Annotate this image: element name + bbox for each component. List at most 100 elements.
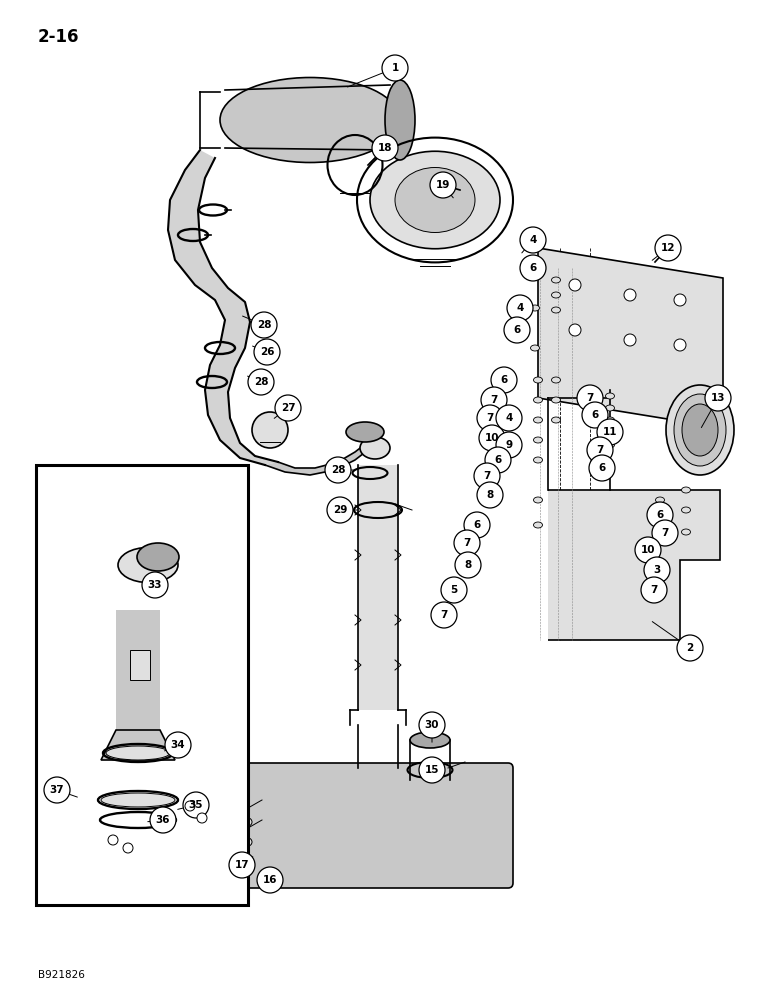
Ellipse shape xyxy=(682,529,690,535)
Ellipse shape xyxy=(530,305,540,311)
Circle shape xyxy=(641,577,667,603)
Circle shape xyxy=(496,405,522,431)
Circle shape xyxy=(520,227,546,253)
Circle shape xyxy=(142,572,168,598)
Circle shape xyxy=(325,457,351,483)
Circle shape xyxy=(229,852,255,878)
Ellipse shape xyxy=(533,417,543,423)
Circle shape xyxy=(491,367,517,393)
Circle shape xyxy=(275,395,301,421)
Polygon shape xyxy=(168,150,278,465)
Circle shape xyxy=(372,135,398,161)
Text: 28: 28 xyxy=(257,320,271,330)
Circle shape xyxy=(674,339,686,351)
Circle shape xyxy=(430,172,456,198)
Circle shape xyxy=(382,55,408,81)
Circle shape xyxy=(597,419,623,445)
Ellipse shape xyxy=(360,437,390,459)
Text: 6: 6 xyxy=(656,510,664,520)
Ellipse shape xyxy=(385,80,415,160)
Text: 37: 37 xyxy=(49,785,64,795)
Circle shape xyxy=(504,317,530,343)
Text: 34: 34 xyxy=(171,740,185,750)
Text: 30: 30 xyxy=(425,720,439,730)
Circle shape xyxy=(705,385,731,411)
Circle shape xyxy=(674,294,686,306)
Text: 28: 28 xyxy=(254,377,268,387)
Text: B921826: B921826 xyxy=(38,970,85,980)
Circle shape xyxy=(477,405,503,431)
Ellipse shape xyxy=(605,393,615,399)
Text: 1: 1 xyxy=(391,63,398,73)
Circle shape xyxy=(496,432,522,458)
Ellipse shape xyxy=(551,417,560,423)
Text: 13: 13 xyxy=(711,393,725,403)
Ellipse shape xyxy=(666,385,734,475)
Circle shape xyxy=(507,295,533,321)
Ellipse shape xyxy=(346,422,384,442)
Text: 6: 6 xyxy=(494,455,502,465)
Ellipse shape xyxy=(533,497,543,503)
Text: 29: 29 xyxy=(333,505,347,515)
Text: 28: 28 xyxy=(330,465,345,475)
Circle shape xyxy=(252,412,288,448)
Circle shape xyxy=(477,482,503,508)
Text: 27: 27 xyxy=(281,403,296,413)
Text: 17: 17 xyxy=(235,860,249,870)
Ellipse shape xyxy=(530,262,540,268)
Ellipse shape xyxy=(106,746,170,760)
Circle shape xyxy=(652,520,678,546)
Circle shape xyxy=(454,530,480,556)
Text: 3: 3 xyxy=(653,565,661,575)
Text: 2-16: 2-16 xyxy=(38,28,80,46)
Text: 26: 26 xyxy=(259,347,274,357)
Text: 19: 19 xyxy=(436,180,450,190)
Ellipse shape xyxy=(682,487,690,493)
Circle shape xyxy=(150,807,176,833)
Text: 4: 4 xyxy=(516,303,523,313)
Circle shape xyxy=(655,235,681,261)
Ellipse shape xyxy=(551,277,560,283)
Polygon shape xyxy=(548,490,720,640)
Text: 18: 18 xyxy=(378,143,392,153)
Circle shape xyxy=(165,732,191,758)
Text: 36: 36 xyxy=(156,815,171,825)
Text: 7: 7 xyxy=(596,445,604,455)
Circle shape xyxy=(254,339,280,365)
Text: 7: 7 xyxy=(483,471,491,481)
Text: 5: 5 xyxy=(450,585,458,595)
Polygon shape xyxy=(538,248,723,428)
Ellipse shape xyxy=(655,497,665,503)
Ellipse shape xyxy=(101,793,175,807)
Text: 10: 10 xyxy=(641,545,655,555)
Ellipse shape xyxy=(551,397,560,403)
Circle shape xyxy=(464,512,490,538)
Text: 4: 4 xyxy=(530,235,537,245)
Text: 7: 7 xyxy=(486,413,493,423)
Text: 8: 8 xyxy=(465,560,472,570)
Circle shape xyxy=(589,455,615,481)
Ellipse shape xyxy=(533,437,543,443)
Circle shape xyxy=(624,334,636,346)
Circle shape xyxy=(248,369,274,395)
Ellipse shape xyxy=(533,397,543,403)
Ellipse shape xyxy=(395,167,475,232)
Circle shape xyxy=(257,867,283,893)
Circle shape xyxy=(251,312,277,338)
Circle shape xyxy=(419,757,445,783)
Ellipse shape xyxy=(533,377,543,383)
Circle shape xyxy=(474,463,500,489)
Circle shape xyxy=(327,497,353,523)
Circle shape xyxy=(197,813,207,823)
Text: 7: 7 xyxy=(440,610,448,620)
Ellipse shape xyxy=(551,307,560,313)
Text: 12: 12 xyxy=(661,243,676,253)
Text: 7: 7 xyxy=(650,585,658,595)
Circle shape xyxy=(644,557,670,583)
Circle shape xyxy=(577,385,603,411)
Text: 6: 6 xyxy=(513,325,520,335)
Bar xyxy=(358,465,398,710)
Ellipse shape xyxy=(605,417,615,423)
Text: 15: 15 xyxy=(425,765,439,775)
Circle shape xyxy=(479,425,505,451)
